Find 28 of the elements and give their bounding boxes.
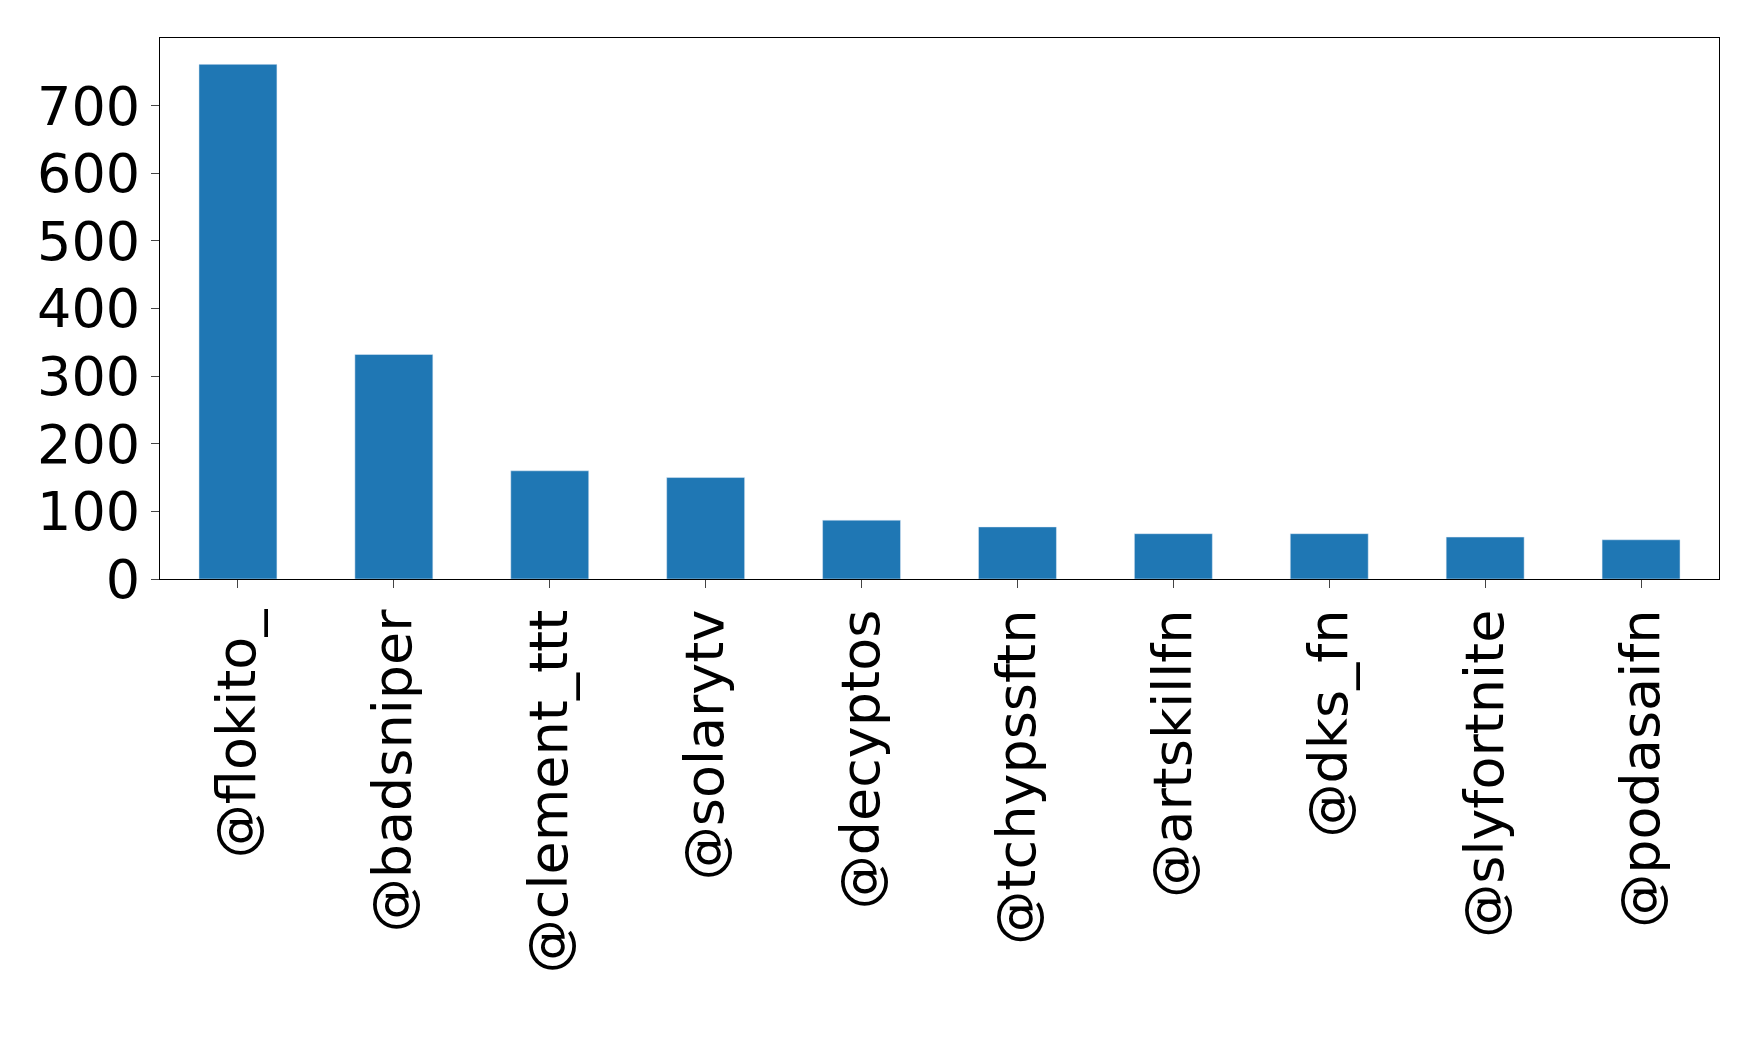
bar — [1445, 536, 1525, 579]
x-tick-label: @slyfortnite — [1452, 609, 1516, 938]
x-tick-label: @badsniper — [361, 608, 425, 933]
y-tick-label: 500 — [37, 209, 141, 273]
y-tick-label: 300 — [37, 345, 141, 409]
y-tick-label: 100 — [37, 480, 141, 544]
x-tick-label: @artskillfn — [1140, 609, 1204, 898]
bar — [666, 477, 745, 579]
y-tick-label: 400 — [37, 277, 141, 341]
y-tick-label: 200 — [37, 412, 141, 476]
bar — [1290, 533, 1369, 579]
x-tick-label: @dks_fn — [1296, 609, 1360, 838]
bar — [978, 526, 1057, 579]
x-tick-label: @flokito_ — [205, 608, 269, 859]
x-tick-label: @decyptos — [829, 609, 893, 910]
y-tick-label: 0 — [105, 547, 141, 611]
x-tick-label: @solarytv — [673, 609, 737, 881]
x-tick-label: @clement_ttt — [517, 609, 581, 974]
bar — [822, 519, 901, 579]
bar — [1601, 539, 1681, 579]
y-tick-label: 700 — [37, 74, 141, 138]
x-tick-label: @podasaifn — [1608, 609, 1672, 928]
bar — [1134, 533, 1213, 579]
bar — [354, 354, 434, 579]
y-tick-label: 600 — [37, 142, 141, 206]
bar — [198, 64, 278, 579]
x-tick-label: @tchypssftn — [985, 609, 1048, 945]
bar — [510, 470, 589, 579]
